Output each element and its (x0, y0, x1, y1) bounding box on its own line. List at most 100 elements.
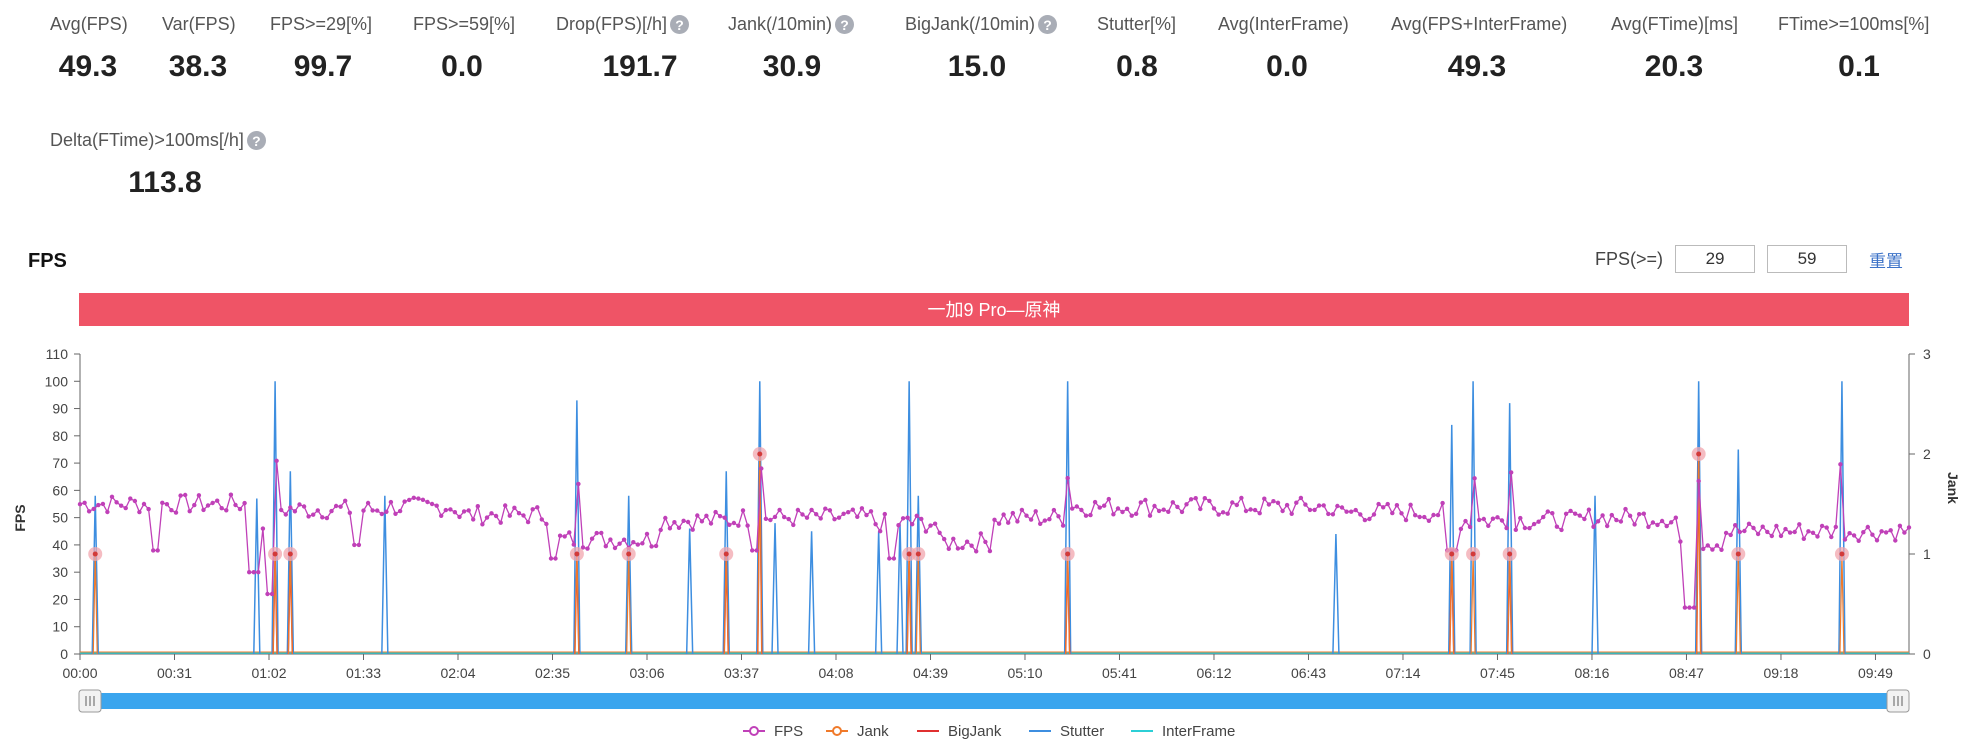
fps-point (896, 523, 900, 527)
fps-point (736, 524, 740, 528)
fps-point (1655, 523, 1659, 527)
fps-point (1358, 512, 1362, 516)
fps-threshold-low-input[interactable] (1675, 245, 1755, 273)
fps-point (1381, 505, 1385, 509)
fps-point (1262, 497, 1266, 501)
fps-point (677, 526, 681, 530)
fps-point (1326, 512, 1330, 516)
fps-point (1043, 518, 1047, 522)
fps-point (261, 526, 265, 530)
jank-marker (626, 552, 631, 557)
fps-point (1504, 526, 1508, 530)
legend-label: InterFrame (1162, 723, 1235, 740)
fps-point (1303, 502, 1307, 506)
fps-point (969, 544, 973, 548)
legend-item-stutter[interactable]: Stutter (1029, 723, 1104, 740)
metric-label-text: Avg(FTime)[ms] (1611, 14, 1738, 35)
fps-point (1418, 515, 1422, 519)
fps-point (645, 532, 649, 536)
metric-value: 0.0 (362, 50, 562, 84)
jank-marker (93, 552, 98, 557)
fps-point (869, 509, 873, 513)
fps-point (681, 519, 685, 523)
stutter-spike (1065, 381, 1071, 654)
y-tick-label: 100 (45, 373, 69, 389)
metric-5: Jank(/10min)? 30.9 (728, 14, 854, 35)
fps-point (1102, 504, 1106, 508)
fps-point (979, 531, 983, 535)
fps-point (242, 501, 246, 505)
x-tick-label: 02:04 (440, 665, 475, 681)
legend-label: BigJank (948, 723, 1002, 740)
fps-point (1729, 533, 1733, 537)
fps-point (192, 503, 196, 507)
fps-point (1463, 519, 1467, 523)
fps-point (1335, 504, 1339, 508)
fps-point (1514, 528, 1518, 532)
fps-point (1344, 510, 1348, 514)
fps-point (1226, 512, 1230, 516)
fps-point (1011, 511, 1015, 515)
fps-point (654, 544, 658, 548)
reset-button[interactable]: 重置 (1869, 247, 1903, 272)
jank-marker (1449, 552, 1454, 557)
fps-point (595, 531, 599, 535)
fps-threshold-high-input[interactable] (1767, 245, 1847, 273)
fps-point (224, 508, 228, 512)
legend-item-jank[interactable]: Jank (826, 723, 889, 740)
x-tick-label: 06:43 (1291, 665, 1326, 681)
fps-point (672, 520, 676, 524)
fps-point (334, 504, 338, 508)
fps-point (1084, 514, 1088, 518)
fps-point (1477, 518, 1481, 522)
fps-point (1838, 462, 1842, 466)
metric-12: Delta(FTime)>100ms[/h]? 113.8 (50, 130, 266, 151)
fps-point (444, 508, 448, 512)
fps-point (1148, 514, 1152, 518)
fps-point (302, 504, 306, 508)
fps-point (448, 507, 452, 511)
legend-item-fps[interactable]: FPS (743, 723, 803, 740)
fps-point (585, 546, 589, 550)
fps-point (1440, 501, 1444, 505)
metric-value: 20.3 (1574, 50, 1774, 84)
help-icon[interactable]: ? (247, 131, 266, 150)
metric-label: Jank(/10min)? (728, 14, 854, 35)
fps-point (284, 512, 288, 516)
fps-point (1006, 521, 1010, 525)
fps-point (1857, 539, 1861, 543)
fps-point (1408, 503, 1412, 507)
fps-point (997, 522, 1001, 526)
fps-point (983, 540, 987, 544)
fps-point (576, 482, 580, 486)
fps-point (165, 502, 169, 506)
fps-point (796, 508, 800, 512)
fps-point (919, 517, 923, 521)
fps-point (1280, 509, 1284, 513)
help-icon[interactable]: ? (1038, 15, 1057, 34)
legend-label: FPS (774, 723, 803, 740)
fps-point (1779, 534, 1783, 538)
fps-point (540, 517, 544, 521)
legend-item-bigjank[interactable]: BigJank (917, 723, 1002, 740)
help-icon[interactable]: ? (670, 15, 689, 34)
fps-point (183, 493, 187, 497)
y-tick-label: 90 (52, 401, 68, 417)
help-icon[interactable]: ? (835, 15, 854, 34)
fps-point (1669, 520, 1673, 524)
jank-marker (574, 552, 579, 557)
metric-2: FPS>=29[%] 99.7 (270, 14, 372, 35)
fps-point (1322, 503, 1326, 507)
legend-swatch-marker (750, 727, 758, 735)
fps-point (1152, 504, 1156, 508)
metric-label: Avg(FPS) (50, 14, 128, 35)
jank-marker (273, 552, 278, 557)
fps-point (1797, 522, 1801, 526)
x-tick-label: 09:18 (1763, 665, 1798, 681)
legend-item-interframe[interactable]: InterFrame (1131, 723, 1235, 740)
x-tick-label: 08:47 (1669, 665, 1704, 681)
fps-point (832, 517, 836, 521)
fps-point (531, 507, 535, 511)
fps-point (279, 508, 283, 512)
metric-1: Var(FPS) 38.3 (162, 14, 236, 35)
